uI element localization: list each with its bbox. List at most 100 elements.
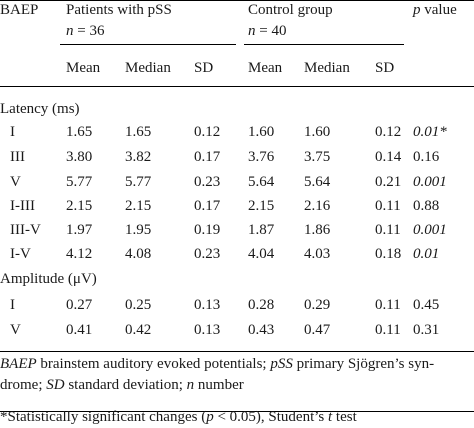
row-label: I-V bbox=[10, 246, 31, 262]
cell-value: 0.29 bbox=[304, 297, 331, 313]
cell-value: 0.23 bbox=[194, 246, 221, 262]
cell-value: 0.12 bbox=[194, 124, 221, 140]
cell-value: 0.23 bbox=[194, 174, 221, 190]
footnote-segment: SD bbox=[46, 377, 65, 393]
cell-value: 0.13 bbox=[194, 297, 221, 313]
p-value-cell: 0.16 bbox=[413, 149, 440, 165]
p-value-label: value bbox=[420, 2, 457, 18]
footnote-segment: primary Sjögren’s syn- bbox=[292, 356, 435, 372]
top-rule bbox=[0, 0, 474, 1]
sub-header-control-mean: Mean bbox=[248, 60, 283, 76]
p-value-cell: 0.001 bbox=[413, 222, 447, 238]
pss-n-value: = 36 bbox=[73, 23, 105, 39]
footnote-segment: *Statistically significant changes ( bbox=[0, 409, 207, 425]
section-title: Latency (ms) bbox=[0, 101, 80, 117]
control-n-value: = 40 bbox=[255, 23, 287, 39]
cell-value: 0.42 bbox=[125, 322, 152, 338]
footnote-segment: number bbox=[194, 377, 244, 393]
p-value-cell: 0.45 bbox=[413, 297, 440, 313]
sub-header-pss-mean: Mean bbox=[66, 60, 101, 76]
cell-value: 0.14 bbox=[375, 149, 402, 165]
footnote-segment: < 0.05), Student’s bbox=[213, 409, 328, 425]
cell-value: 5.64 bbox=[304, 174, 331, 190]
cell-value: 1.65 bbox=[66, 124, 93, 140]
footnote-abbreviations-line-2: drome; SD standard deviation; n number bbox=[0, 376, 244, 394]
cell-value: 3.76 bbox=[248, 149, 275, 165]
row-label: V bbox=[10, 322, 21, 338]
cell-value: 1.60 bbox=[304, 124, 331, 140]
cell-value: 5.64 bbox=[248, 174, 275, 190]
p-label: p bbox=[413, 2, 421, 18]
cell-value: 5.77 bbox=[125, 174, 152, 190]
section-title: Amplitude (μV) bbox=[0, 271, 97, 287]
cell-value: 0.47 bbox=[304, 322, 331, 338]
cell-value: 0.11 bbox=[375, 322, 401, 338]
cell-value: 0.19 bbox=[194, 222, 221, 238]
pss-group-rule bbox=[60, 44, 236, 45]
control-group-header: Control group bbox=[248, 2, 333, 18]
cell-value: 2.15 bbox=[66, 198, 93, 214]
row-label: I bbox=[10, 124, 15, 140]
cell-value: 1.65 bbox=[125, 124, 152, 140]
footnote-segment: standard deviation; bbox=[64, 377, 187, 393]
cell-value: 0.11 bbox=[375, 222, 401, 238]
footnote-segment: BAEP bbox=[0, 356, 37, 372]
cell-value: 0.13 bbox=[194, 322, 221, 338]
cell-value: 1.97 bbox=[66, 222, 93, 238]
header-bottom-rule bbox=[0, 86, 474, 87]
cell-value: 5.77 bbox=[66, 174, 93, 190]
sub-header-pss-median: Median bbox=[125, 60, 171, 76]
cell-value: 3.82 bbox=[125, 149, 152, 165]
p-value-cell: 0.31 bbox=[413, 322, 440, 338]
p-value-cell: 0.001 bbox=[413, 174, 447, 190]
footnote-segment: brainstem auditory evoked potentials; bbox=[36, 356, 271, 372]
sub-header-control-median: Median bbox=[304, 60, 350, 76]
table-bottom-rule bbox=[0, 351, 474, 352]
cell-value: 2.15 bbox=[125, 198, 152, 214]
sub-header-control-sd: SD bbox=[375, 60, 395, 76]
row-label: V bbox=[10, 174, 21, 190]
cell-value: 0.17 bbox=[194, 198, 221, 214]
cell-value: 4.12 bbox=[66, 246, 93, 262]
control-group-rule bbox=[244, 44, 404, 45]
footnote-divider-rule bbox=[0, 411, 474, 412]
cell-value: 3.80 bbox=[66, 149, 93, 165]
footnote-segment: pSS bbox=[270, 356, 293, 372]
control-n-header: n = 40 bbox=[248, 23, 286, 40]
cell-value: 0.17 bbox=[194, 149, 221, 165]
cell-value: 2.16 bbox=[304, 198, 331, 214]
row-label: III bbox=[10, 149, 25, 165]
footnote-segment: test bbox=[332, 409, 357, 425]
cell-value: 1.60 bbox=[248, 124, 275, 140]
p-value-cell: 0.88 bbox=[413, 198, 440, 214]
cell-value: 0.27 bbox=[66, 297, 93, 313]
p-value-cell: 0.01 bbox=[413, 246, 440, 262]
cell-value: 0.11 bbox=[375, 297, 401, 313]
cell-value: 2.15 bbox=[248, 198, 275, 214]
pss-n-label: n bbox=[66, 23, 74, 39]
control-n-label: n bbox=[248, 23, 256, 39]
footnote-segment: p bbox=[206, 409, 214, 425]
cell-value: 4.08 bbox=[125, 246, 152, 262]
cell-value: 4.04 bbox=[248, 246, 275, 262]
pss-group-header: Patients with pSS bbox=[66, 2, 172, 18]
cell-value: 0.11 bbox=[375, 198, 401, 214]
cell-value: 0.28 bbox=[248, 297, 275, 313]
sub-header-pss-sd: SD bbox=[194, 60, 214, 76]
cell-value: 0.21 bbox=[375, 174, 402, 190]
cell-value: 4.03 bbox=[304, 246, 331, 262]
cell-value: 0.43 bbox=[248, 322, 275, 338]
footnote-significance: *Statistically significant changes (p < … bbox=[0, 408, 357, 426]
cell-value: 0.12 bbox=[375, 124, 402, 140]
footnote-segment: t bbox=[328, 409, 333, 425]
cell-value: 1.87 bbox=[248, 222, 275, 238]
row-label: I-III bbox=[10, 198, 35, 214]
cell-value: 0.41 bbox=[66, 322, 93, 338]
p-value-header: p value bbox=[413, 2, 457, 19]
cell-value: 1.86 bbox=[304, 222, 331, 238]
pss-n-header: n = 36 bbox=[66, 23, 104, 40]
cell-value: 1.95 bbox=[125, 222, 152, 238]
row-label: I bbox=[10, 297, 15, 313]
row-label: III-V bbox=[10, 222, 41, 238]
cell-value: 3.75 bbox=[304, 149, 331, 165]
